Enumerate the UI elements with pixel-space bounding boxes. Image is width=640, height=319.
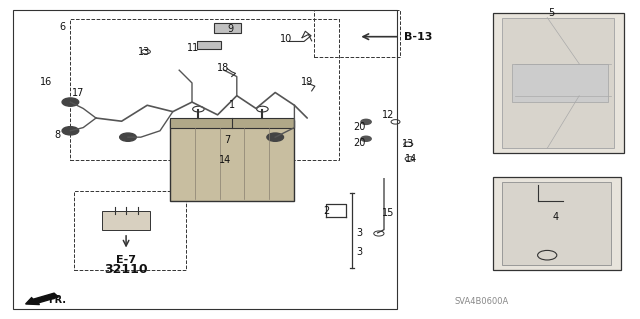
Bar xyxy=(74,191,186,270)
Circle shape xyxy=(62,98,79,106)
Text: 20: 20 xyxy=(353,138,366,148)
Bar xyxy=(493,13,624,153)
Circle shape xyxy=(361,136,371,141)
Bar xyxy=(314,10,400,57)
Text: 14: 14 xyxy=(219,155,232,165)
Text: 12: 12 xyxy=(382,110,395,121)
Text: 14: 14 xyxy=(404,154,417,164)
Bar xyxy=(102,211,150,230)
Text: 4: 4 xyxy=(552,212,559,222)
Bar xyxy=(214,23,241,33)
Bar xyxy=(493,177,621,270)
Text: 2: 2 xyxy=(323,205,330,216)
Text: 18: 18 xyxy=(216,63,229,73)
Text: 1: 1 xyxy=(228,100,235,110)
Bar xyxy=(512,64,608,102)
Text: SVA4B0600A: SVA4B0600A xyxy=(454,297,509,306)
Text: 17: 17 xyxy=(72,88,84,98)
Text: 32110: 32110 xyxy=(104,263,148,276)
Text: 10: 10 xyxy=(280,34,292,44)
Circle shape xyxy=(267,133,284,141)
Bar xyxy=(502,18,614,148)
Text: 16: 16 xyxy=(40,77,52,87)
Text: 5: 5 xyxy=(548,8,555,18)
Text: FR.: FR. xyxy=(48,295,66,306)
Text: 9: 9 xyxy=(227,24,234,34)
Bar xyxy=(13,10,397,309)
Text: 3: 3 xyxy=(356,247,363,257)
Text: B-13: B-13 xyxy=(404,32,433,42)
Bar xyxy=(170,120,294,201)
Text: 11: 11 xyxy=(187,43,200,53)
Bar xyxy=(502,182,611,265)
Text: 20: 20 xyxy=(353,122,366,132)
Text: E-7: E-7 xyxy=(116,255,136,265)
Circle shape xyxy=(120,133,136,141)
Text: 13: 13 xyxy=(402,139,415,149)
Text: 15: 15 xyxy=(382,208,395,218)
Circle shape xyxy=(62,127,79,135)
Text: 19: 19 xyxy=(301,77,314,87)
FancyArrow shape xyxy=(26,293,59,305)
Text: 13: 13 xyxy=(138,47,150,57)
Bar xyxy=(170,118,294,128)
Text: 8: 8 xyxy=(54,130,61,140)
Bar xyxy=(197,41,221,49)
Text: 7: 7 xyxy=(224,135,230,145)
Text: 3: 3 xyxy=(356,228,363,238)
Bar xyxy=(70,19,339,160)
Circle shape xyxy=(361,119,371,124)
Text: 6: 6 xyxy=(60,22,66,32)
